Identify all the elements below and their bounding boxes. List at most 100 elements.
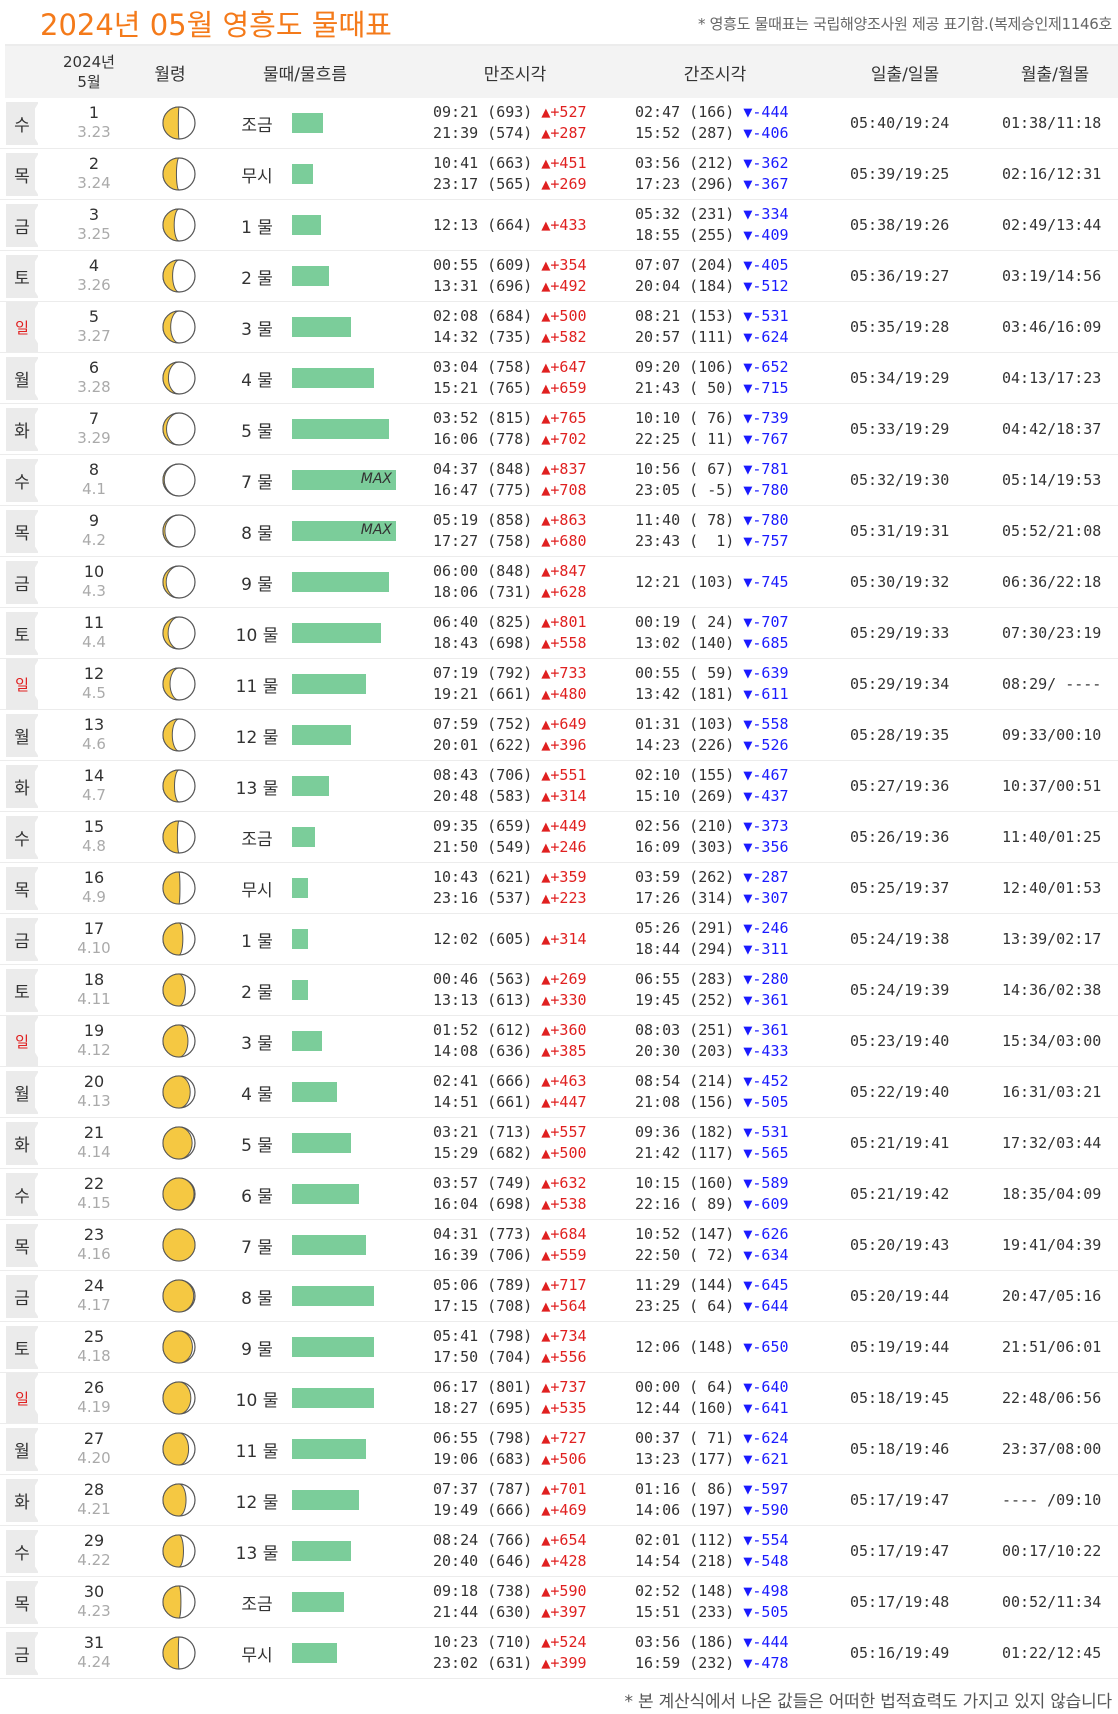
moonrise-moonset: 10:37/00:51 [1002,777,1102,795]
high-tide-change: ▲+492 [541,277,587,295]
low-tide-times: 02:10 (155) ▼-467 15:10 (269) ▼-437 [635,765,789,807]
moonrise-moonset: 04:13/17:23 [1002,369,1102,387]
solar-day: 25 [83,1327,105,1346]
high-tide-change: ▲+500 [541,307,587,325]
high-tide-change: ▲+399 [541,1654,587,1672]
tide-flow-bar [292,1337,374,1357]
high-tide-entry: 20:40 (646) ▲+428 [433,1551,587,1572]
tide-flow-bar [292,1439,366,1459]
moon-phase-icon [162,565,196,599]
table-row: 월 20 4.13 4 물 02:41 (666) ▲+463 14:51 (661) ▲… [0,1067,1118,1118]
sunrise-sunset: 05:29/19:34 [850,675,950,693]
moon-phase-icon [162,1075,196,1109]
tide-name: 10 물 [235,625,279,646]
lunar-date: 4.24 [77,1653,111,1671]
low-tide-times: 08:03 (251) ▼-361 20:30 (203) ▼-433 [635,1020,789,1062]
high-tide-time-level: 14:32 (735) [433,328,533,346]
high-tide-time-level: 10:43 (621) [433,868,533,886]
low-tide-entry: 14:23 (226) ▼-526 [635,735,789,756]
table-row: 화 7 3.29 5 물 03:52 (815) ▲+765 16:06 (778) ▲+… [0,404,1118,455]
high-tide-entry: 12:02 (605) ▲+314 [433,929,587,950]
low-tide-change: ▼-531 [743,1123,789,1141]
moon-phase-icon [162,157,196,191]
low-tide-time-level: 21:43 ( 50) [635,379,735,397]
tide-name: 무시 [241,166,273,187]
low-tide-time-level: 20:30 (203) [635,1042,735,1060]
weekday-tab: 화 [6,408,38,451]
high-tide-entry: 18:43 (698) ▲+558 [433,633,587,654]
moonrise-moonset: 21:51/06:01 [1002,1338,1102,1356]
low-tide-entry: 22:50 ( 72) ▼-634 [635,1245,789,1266]
tide-name: 조금 [241,115,273,136]
moonrise-moonset: 07:30/23:19 [1002,624,1102,642]
table-row: 일 19 4.12 3 물 01:52 (612) ▲+360 14:08 (636) ▲… [0,1016,1118,1067]
sunrise-sunset: 05:16/19:49 [850,1644,950,1662]
solar-day: 19 [83,1021,105,1040]
high-tide-time-level: 16:47 (775) [433,481,533,499]
low-tide-times: 08:21 (153) ▼-531 20:57 (111) ▼-624 [635,306,789,348]
high-tide-time-level: 23:16 (537) [433,889,533,907]
low-tide-change: ▼-780 [743,481,789,499]
table-row: 수 1 3.23 조금 09:21 (693) ▲+527 21:39 (574) ▲+2… [0,98,1118,149]
low-tide-change: ▼-590 [743,1501,789,1519]
high-tide-entry: 14:32 (735) ▲+582 [433,327,587,348]
low-tide-change: ▼-781 [743,460,789,478]
moon-phase-icon [162,718,196,752]
high-tide-entry: 07:37 (787) ▲+701 [433,1479,587,1500]
table-row: 토 25 4.18 9 물 05:41 (798) ▲+734 17:50 (704) ▲… [0,1322,1118,1373]
sunrise-sunset: 05:30/19:32 [850,573,950,591]
lunar-date: 4.9 [82,888,106,906]
solar-day: 10 [83,562,105,581]
solar-day: 16 [83,868,105,887]
high-tide-entry: 04:37 (848) ▲+837 [433,459,587,480]
lunar-date: 4.7 [82,786,106,804]
high-tide-times: 06:17 (801) ▲+737 18:27 (695) ▲+535 [433,1377,587,1419]
high-tide-times: 00:55 (609) ▲+354 13:31 (696) ▲+492 [433,255,587,297]
low-tide-entry: 17:26 (314) ▼-307 [635,888,789,909]
table-row: 수 8 4.1 7 물 MAX 04:37 (848) ▲+837 16:47 (775) … [0,455,1118,506]
weekday-tab: 목 [6,867,38,910]
lunar-date: 4.5 [82,684,106,702]
low-tide-change: ▼-624 [743,328,789,346]
low-tide-entry: 12:06 (148) ▼-650 [635,1337,789,1358]
tide-flow-bar [292,164,313,184]
high-tide-times: 06:40 (825) ▲+801 18:43 (698) ▲+558 [433,612,587,654]
low-tide-times: 10:10 ( 76) ▼-739 22:25 ( 11) ▼-767 [635,408,789,450]
low-tide-time-level: 11:40 ( 78) [635,511,735,529]
high-tide-time-level: 00:46 (563) [433,970,533,988]
low-tide-entry: 01:31 (103) ▼-558 [635,714,789,735]
low-tide-time-level: 03:59 (262) [635,868,735,886]
high-tide-entry: 00:55 (609) ▲+354 [433,255,587,276]
solar-day: 18 [83,970,105,989]
column-sunrise-sunset: 일출/일몰 [870,64,940,85]
low-tide-entry: 10:52 (147) ▼-626 [635,1224,789,1245]
tide-name: 5 물 [241,421,273,442]
sunrise-sunset: 05:20/19:43 [850,1236,950,1254]
tide-flow-bar [292,266,329,286]
low-tide-change: ▼-406 [743,124,789,142]
high-tide-time-level: 05:06 (789) [433,1276,533,1294]
sunrise-sunset: 05:17/19:47 [850,1491,950,1509]
solar-day: 23 [83,1225,105,1244]
table-row: 토 4 3.26 2 물 00:55 (609) ▲+354 13:31 (696) ▲+… [0,251,1118,302]
low-tide-times: 03:59 (262) ▼-287 17:26 (314) ▼-307 [635,867,789,909]
tide-flow-bar [292,725,351,745]
high-tide-time-level: 06:17 (801) [433,1378,533,1396]
low-tide-change: ▼-589 [743,1174,789,1192]
high-tide-change: ▲+269 [541,970,587,988]
moon-phase-icon [162,1330,196,1364]
high-tide-time-level: 06:40 (825) [433,613,533,631]
low-tide-time-level: 18:44 (294) [635,940,735,958]
column-tide-name: 물때/물흐름 [263,64,347,85]
low-tide-change: ▼-361 [743,1021,789,1039]
weekday-tab: 토 [6,612,38,655]
high-tide-change: ▲+449 [541,817,587,835]
high-tide-change: ▲+527 [541,103,587,121]
high-tide-change: ▲+701 [541,1480,587,1498]
high-tide-time-level: 09:18 (738) [433,1582,533,1600]
high-tide-change: ▲+558 [541,634,587,652]
low-tide-entry: 13:23 (177) ▼-621 [635,1449,789,1470]
solar-day: 4 [88,256,100,275]
tide-flow-bar [292,674,366,694]
high-tide-entry: 21:39 (574) ▲+287 [433,123,587,144]
